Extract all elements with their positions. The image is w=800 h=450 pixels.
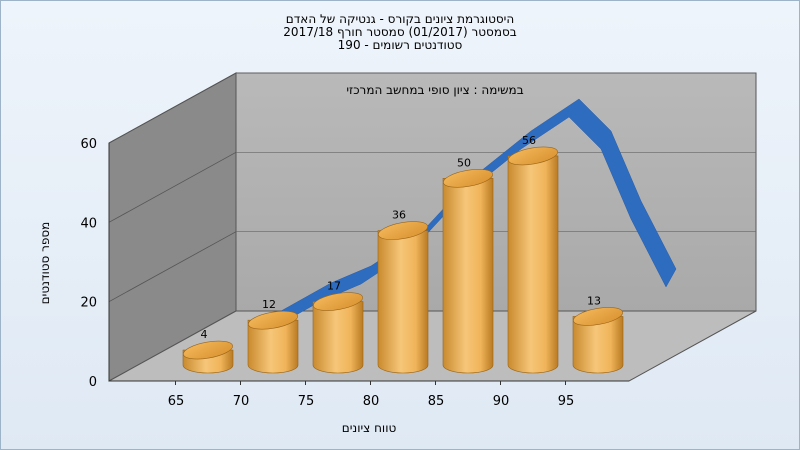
bar-body [377,230,429,374]
y-tick-label: 0 [89,375,97,390]
back-wall [235,72,757,312]
y-tick-label: 60 [80,137,97,152]
chart-title-line-1: היסטוגרמת ציונים בקורס - גנטיקה של האדם [286,12,514,26]
x-tick-label: 95 [558,394,575,409]
bar: 4 [182,328,234,374]
y-tick-label: 20 [80,296,97,311]
grid-lines [108,72,756,303]
bar: 56 [507,134,559,374]
bar-top [183,340,233,360]
x-axis-title: טווח ציונים [342,421,397,435]
bar: 50 [442,156,494,374]
bar-top [248,310,298,330]
bar: 36 [377,209,429,374]
bar-top [508,146,558,166]
y-axis-title: מספר סטודנטים [38,222,52,305]
bar: 13 [572,294,624,374]
data-label: 4 [201,328,208,341]
x-tick-label: 70 [233,394,250,409]
distribution-curve [270,98,677,330]
bar-top [573,307,623,326]
bar-body [442,178,494,374]
chart-title-line-2: בסמסטר (01/2017) סמסטר חורף 2017/18 [283,25,516,39]
grid-line-left-wall [108,72,237,144]
chart-title-line-3: סטודנטים רשומים - 190 [338,38,463,52]
bars: 4 12 17 36 50 56 13 [182,134,624,374]
data-label: 36 [392,209,406,222]
tick-labels: 0 20 40 60 65 70 75 80 85 90 95 [80,137,574,409]
x-tick-label: 90 [493,394,510,409]
x-tick-label: 65 [168,394,185,409]
x-tick-label: 80 [363,394,380,409]
bar-top [443,169,493,188]
grid-line-left-wall [108,151,237,223]
bar: 12 [247,298,299,374]
data-label: 13 [587,294,601,307]
bar-body [312,301,364,374]
bar: 17 [312,280,364,374]
bar-body [507,155,559,374]
grid-line-left-wall [108,231,237,303]
y-tick-label: 40 [80,216,97,231]
data-label: 56 [522,134,536,147]
bar-top [378,221,428,240]
bar-body [572,316,624,374]
chart-subtitle: במשימה : ציון סופי במחשב המרכזי [346,83,523,97]
x-tick-label: 75 [298,394,315,409]
bar-top [313,292,363,311]
data-label: 50 [457,156,471,169]
data-label: 12 [262,298,276,311]
x-tick-label: 85 [428,394,445,409]
bar-body [247,319,299,374]
data-label: 17 [327,280,341,293]
